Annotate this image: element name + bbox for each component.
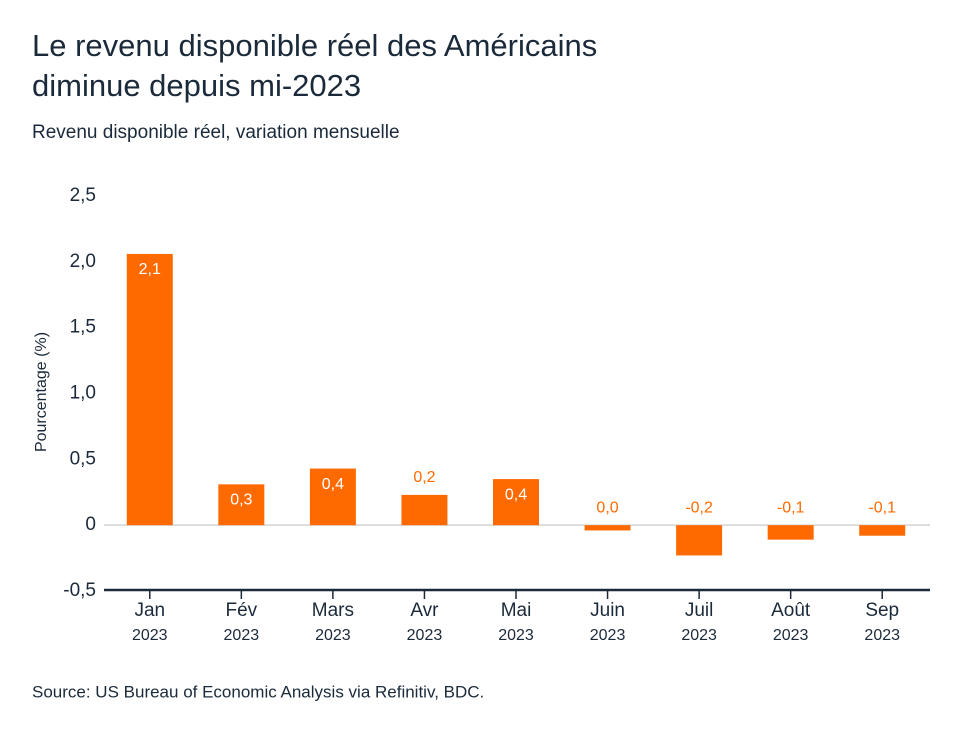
y-tick-label: 1,0	[70, 383, 96, 404]
chart-title: diminue depuis mi-2023	[32, 68, 361, 103]
x-tick-label: Jan	[134, 600, 165, 621]
bar	[767, 525, 814, 540]
bar	[309, 468, 356, 526]
value-label: 0,0	[596, 499, 618, 516]
x-tick-label: 2023	[590, 627, 626, 644]
x-tick-label: Juil	[685, 600, 714, 621]
value-label: 0,2	[413, 469, 435, 486]
x-tick-label: Août	[771, 600, 811, 621]
bar	[676, 525, 723, 556]
x-tick-label: 2023	[132, 627, 168, 644]
y-tick-label: 2,0	[70, 251, 96, 272]
y-tick-label: 1,5	[70, 317, 96, 338]
value-label: -0,2	[685, 499, 713, 516]
bar	[218, 484, 265, 526]
y-tick-label: 0	[85, 514, 96, 535]
x-tick-label: 2023	[773, 627, 809, 644]
bar	[126, 253, 173, 526]
y-tick-label: -0,5	[63, 580, 96, 601]
x-tick-label: 2023	[498, 627, 534, 644]
bar	[493, 479, 539, 526]
y-tick-label: 0,5	[70, 448, 96, 469]
x-tick-label: Fév	[225, 600, 257, 621]
x-tick-label: Avr	[410, 600, 439, 621]
value-label: 2,1	[139, 261, 161, 278]
chart-title: Le revenu disponible réel des Américains	[32, 28, 597, 63]
x-tick-label: 2023	[315, 627, 351, 644]
y-tick-label: 2,5	[70, 185, 96, 206]
x-tick-label: Juin	[590, 600, 625, 621]
bar	[401, 494, 448, 526]
value-label: 0,4	[322, 476, 344, 493]
x-tick-label: 2023	[224, 627, 260, 644]
value-label: 0,4	[505, 486, 527, 503]
x-tick-label: 2023	[407, 627, 443, 644]
x-tick-label: Mai	[501, 600, 532, 621]
source: Source: US Bureau of Economic Analysis v…	[32, 682, 484, 701]
value-label: -0,1	[777, 499, 805, 516]
bar	[859, 525, 906, 536]
x-tick-label: 2023	[864, 627, 900, 644]
x-tick-label: 2023	[681, 627, 717, 644]
value-label: -0,1	[868, 499, 896, 516]
y-axis-title: Pourcentage (%)	[33, 332, 50, 452]
x-tick-label: Mars	[312, 600, 354, 621]
chart-subtitle: Revenu disponible réel, variation mensue…	[32, 122, 400, 143]
x-tick-label: Sep	[865, 600, 899, 621]
value-label: 0,3	[230, 492, 252, 509]
bar	[584, 525, 631, 531]
